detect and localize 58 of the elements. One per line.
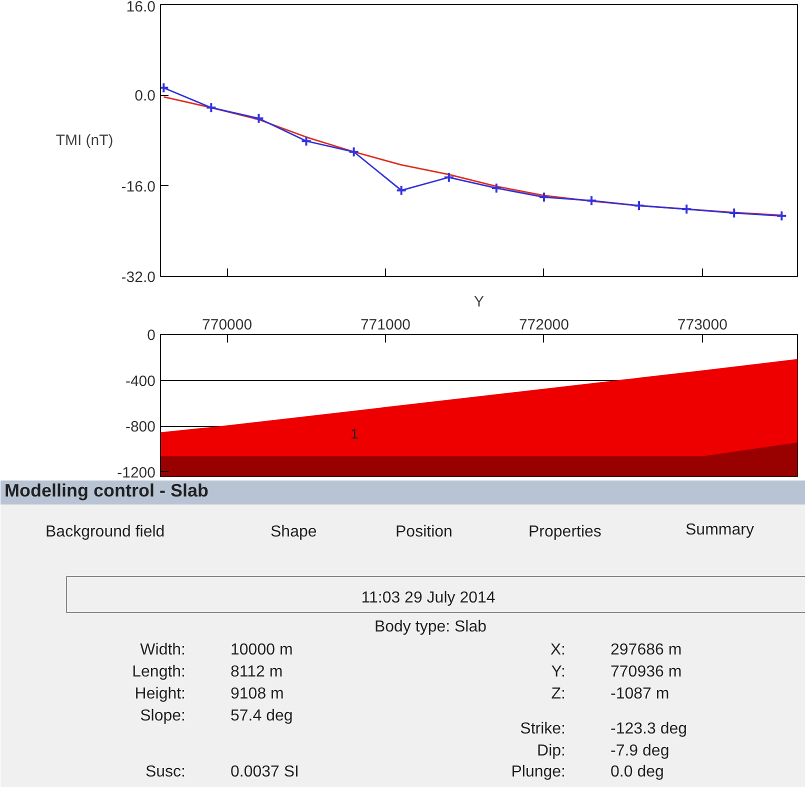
text: 0.0 deg [610, 764, 664, 780]
text: 11:03 29 July 2014 [361, 590, 496, 606]
point [776, 210, 788, 222]
point [681, 204, 692, 215]
text: -1087 m [610, 686, 670, 702]
text: Width: [140, 642, 186, 658]
x-tick-label: 770000 [202, 316, 252, 334]
x-tick-label: 772000 [518, 316, 570, 334]
text: X: [550, 642, 566, 658]
point [538, 192, 550, 203]
text: Background field [46, 524, 165, 540]
point [443, 172, 454, 183]
y-axis-title: TMI (nT) [56, 132, 114, 149]
text: Modelling control - Slab [4, 480, 208, 500]
text: 10000 m [230, 642, 293, 658]
text: Plunge: [511, 764, 566, 780]
x-tick-label: 773000 [677, 316, 728, 334]
text: Properties [528, 524, 602, 540]
point [300, 136, 312, 147]
y-tick-label: -400 [125, 372, 156, 390]
text: Y: [551, 664, 566, 680]
y-tick-label: 0 [147, 327, 156, 344]
text: 9108 m [230, 686, 284, 702]
annotation: 1 [350, 426, 358, 442]
text: -7.9 deg [610, 742, 670, 760]
text: Body type: Slab [374, 618, 487, 636]
y-tick-label: -1200 [117, 464, 156, 482]
y-tick-label: -16.0 [121, 178, 156, 196]
text: 8112 m [230, 664, 283, 680]
text: Summary [686, 522, 754, 538]
y-tick-label: 0.0 [134, 88, 156, 105]
y-tick-label: 16.0 [126, 0, 156, 16]
text: -123.3 deg [610, 720, 688, 738]
text: Length: [132, 664, 186, 680]
y-tick-label: -800 [125, 418, 156, 436]
point [206, 102, 217, 114]
point [634, 200, 645, 212]
text: 57.4 deg [230, 708, 293, 724]
text: Height: [134, 686, 186, 702]
point [490, 182, 502, 194]
text: Susc: [145, 764, 186, 780]
x-tick-label: 771000 [360, 316, 411, 334]
point [728, 208, 740, 219]
point [396, 184, 407, 196]
text: 297686 m [610, 642, 682, 658]
text: Position [396, 524, 452, 540]
text: Shape [270, 524, 317, 540]
text: Z: [551, 686, 566, 702]
point [586, 195, 598, 206]
x-axis-title: Y [474, 294, 484, 310]
text: 770936 m [610, 664, 682, 680]
text: Strike: [520, 720, 566, 738]
text: Slope: [140, 708, 186, 724]
point [253, 112, 264, 124]
text: Dip: [537, 742, 566, 760]
text: 0.0037 SI [230, 764, 299, 780]
point [348, 146, 360, 158]
y-tick-label: -32.0 [121, 269, 156, 286]
